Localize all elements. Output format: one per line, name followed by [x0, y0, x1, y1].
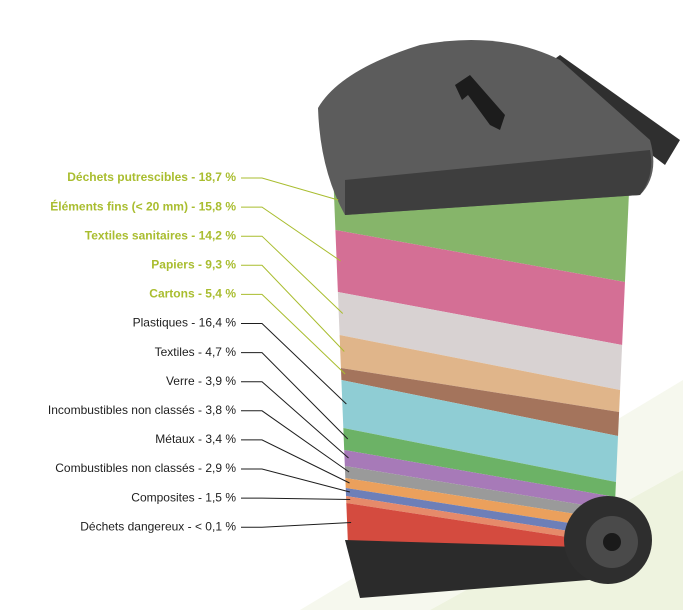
leader-line	[241, 235, 344, 314]
lid-handle	[455, 75, 505, 130]
leader-line	[241, 264, 345, 352]
wheel-center	[603, 533, 621, 551]
labels: Déchets putrescibles - 18,7 % Éléments fi…	[48, 170, 352, 533]
leader-line	[241, 177, 339, 201]
layer-label: Papiers - 9,3 %	[151, 257, 236, 271]
waste-layer	[344, 466, 615, 520]
leader-line	[241, 410, 350, 473]
layer-label: Éléments fins (< 20 mm) - 15,8 %	[50, 198, 236, 213]
layer-label: Verre - 3,9 %	[166, 374, 236, 388]
waste-layer	[345, 478, 615, 530]
waste-layer	[337, 292, 623, 390]
leader-line	[241, 522, 352, 528]
waste-layer	[343, 428, 616, 497]
leader-line	[241, 439, 350, 484]
layer-label: Cartons - 5,4 %	[149, 287, 236, 301]
waste-layer	[346, 503, 614, 548]
waste-layer	[345, 488, 614, 538]
layer-label: Métaux - 3,4 %	[155, 432, 236, 446]
layer-label: Textiles sanitaires - 14,2 %	[85, 228, 237, 242]
layer-label: Plastiques - 16,4 %	[133, 316, 237, 330]
leader-line	[241, 381, 349, 459]
leader-line	[241, 323, 347, 405]
waste-layer	[339, 335, 621, 412]
layer-label: Combustibles non classés - 2,9 %	[55, 461, 236, 475]
bin-base	[345, 540, 614, 598]
waste-layer	[341, 380, 619, 482]
waste-layer	[344, 450, 616, 510]
layer-label: Composites - 1,5 %	[131, 490, 236, 504]
layer-label: Déchets dangereux - < 0,1 %	[80, 519, 236, 533]
waste-layer	[335, 230, 625, 345]
bin-body	[333, 170, 630, 548]
waste-layer	[340, 368, 620, 436]
layer-label: Incombustibles non classés - 3,8 %	[48, 403, 236, 417]
leader-line	[241, 293, 346, 375]
leader-line	[241, 468, 351, 493]
layer-label: Textiles - 4,7 %	[155, 345, 237, 359]
leader-line	[241, 352, 349, 440]
lid-front	[345, 150, 652, 215]
waste-layer	[346, 496, 614, 544]
leader-line	[241, 497, 351, 500]
layer-label: Déchets putrescibles - 18,7 %	[67, 170, 236, 184]
leader-line	[241, 206, 341, 262]
